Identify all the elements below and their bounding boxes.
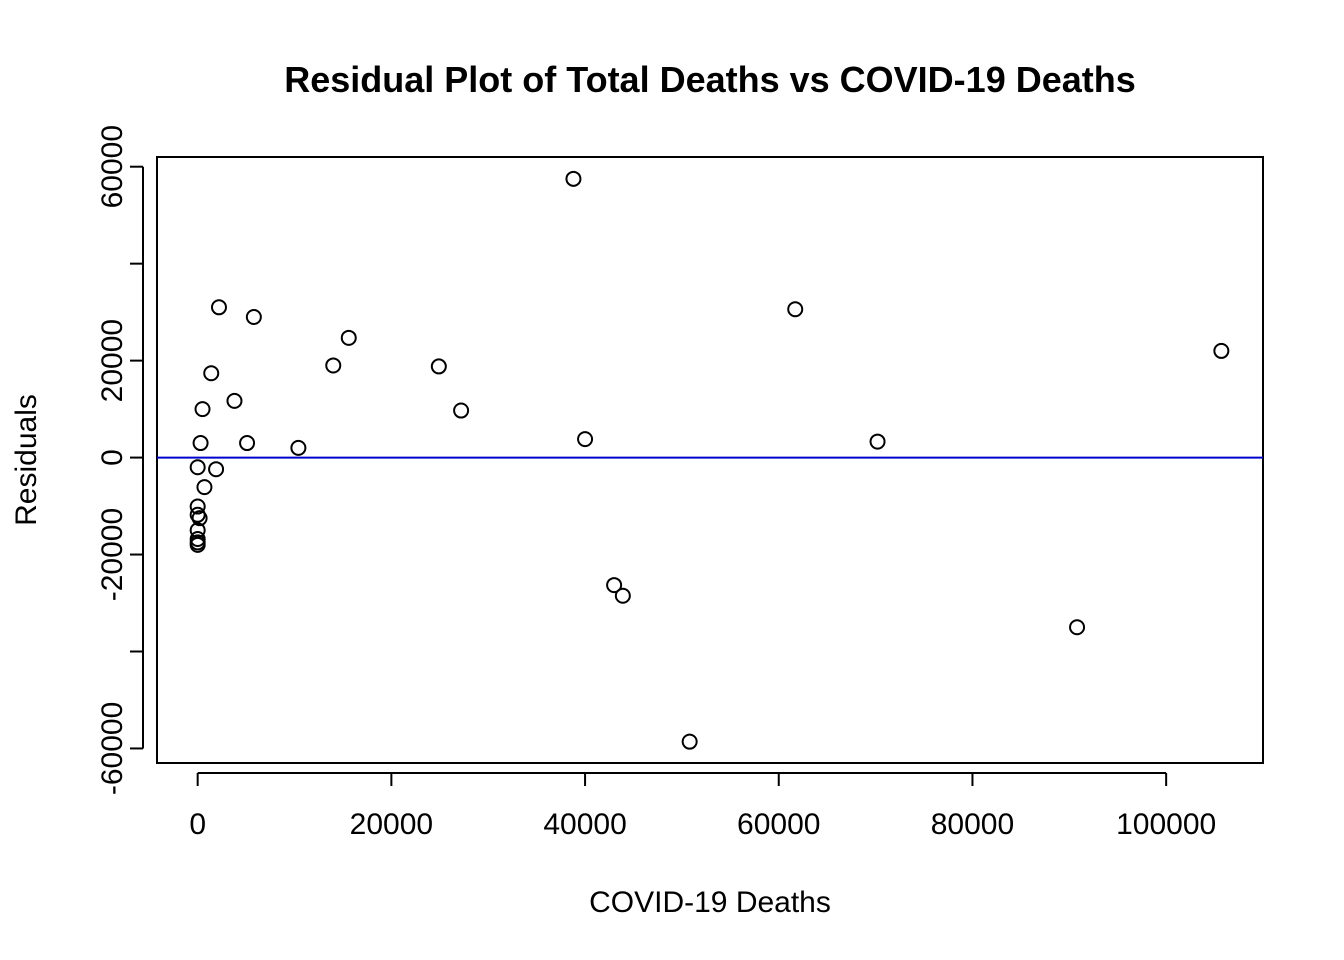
data-point <box>189 498 206 515</box>
data-point <box>210 299 227 316</box>
data-point <box>189 536 206 553</box>
plot-area-frame <box>156 156 1264 764</box>
data-point <box>430 358 447 375</box>
y-tick-label: 0 <box>96 449 129 466</box>
x-tick-label: 40000 <box>543 808 626 841</box>
data-point <box>577 431 594 448</box>
x-axis-label: COVID-19 Deaths <box>589 886 831 919</box>
data-point <box>325 357 342 374</box>
data-point <box>245 308 262 325</box>
data-point <box>226 392 243 409</box>
data-point <box>606 577 623 594</box>
x-tick-label: 20000 <box>350 808 433 841</box>
data-point <box>208 461 225 478</box>
y-tick-label: 60000 <box>96 125 129 208</box>
x-axis: 0 20000 40000 60000 80000 100000 <box>189 772 1216 841</box>
data-point <box>203 365 220 382</box>
y-axis-label: Residuals <box>10 394 43 526</box>
y-tick-label: 20000 <box>96 319 129 402</box>
data-point <box>192 435 209 452</box>
data-point <box>189 459 206 476</box>
data-point <box>1213 342 1230 359</box>
data-point <box>869 433 886 450</box>
data-point <box>453 402 470 419</box>
chart-title: Residual Plot of Total Deaths vs COVID-1… <box>284 59 1136 100</box>
data-point <box>787 301 804 318</box>
data-point <box>1069 619 1086 636</box>
data-point <box>290 439 307 456</box>
data-point <box>191 510 208 527</box>
data-point <box>565 170 582 187</box>
data-point <box>340 329 357 346</box>
y-axis: -60000 -20000 0 20000 60000 <box>96 125 144 795</box>
data-point <box>239 435 256 452</box>
x-tick-label: 100000 <box>1116 808 1216 841</box>
data-point <box>196 479 213 496</box>
x-tick-label: 80000 <box>931 808 1014 841</box>
data-point <box>614 587 631 604</box>
data-point <box>194 401 211 418</box>
y-tick-label: -20000 <box>96 508 129 601</box>
x-tick-label: 0 <box>189 808 206 841</box>
data-points <box>189 170 1230 750</box>
x-tick-label: 60000 <box>737 808 820 841</box>
data-point <box>681 733 698 750</box>
y-tick-label: -60000 <box>96 702 129 795</box>
